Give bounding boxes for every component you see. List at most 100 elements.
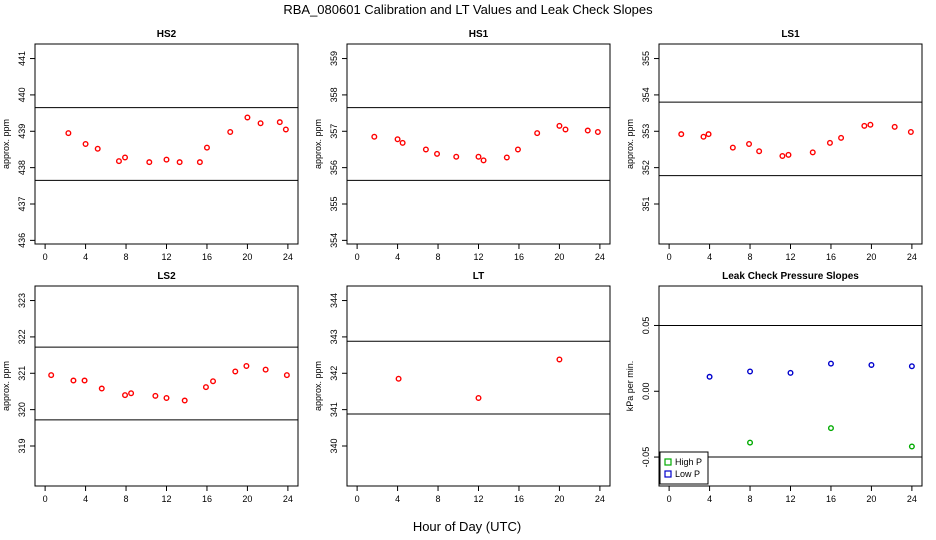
data-point-ls2 <box>202 384 209 391</box>
data-point-ls1 <box>678 131 685 138</box>
data-point-ls1 <box>826 139 833 146</box>
data-point-ls1 <box>756 148 763 155</box>
data-point-ls2 <box>128 390 135 397</box>
panel-ls1: LS1 approx. ppm 0 4 8 12 16 20 24 351 352 353 354 355 <box>625 29 923 262</box>
panel-title-hs2: HS2 <box>157 29 177 40</box>
y-tick-label-lt: 340 <box>329 438 339 453</box>
data-point-ls1 <box>785 151 792 158</box>
x-tick-label-leak: 8 <box>748 494 753 504</box>
data-point-low-p <box>827 360 834 367</box>
x-tick-label-hs2: 20 <box>242 252 252 262</box>
plot-frame-ls1 <box>658 43 923 245</box>
y-tick-label-hs1: 357 <box>329 124 339 139</box>
data-point-low-p <box>868 361 875 368</box>
y-tick-label-lt: 344 <box>329 293 339 308</box>
panel-hs1: HS1 approx. ppm 0 4 8 12 16 20 24 354 355 356 357 358… <box>313 29 611 262</box>
x-tick-label-hs1: 16 <box>514 252 524 262</box>
x-tick-label-ls1: 12 <box>785 252 795 262</box>
x-tick-label-hs1: 4 <box>395 252 400 262</box>
data-point-hs2 <box>65 130 72 137</box>
legend-swatch-high-p <box>664 458 672 466</box>
data-point-ls1 <box>700 133 707 140</box>
x-tick-label-hs2: 12 <box>161 252 171 262</box>
data-point-hs1 <box>594 128 601 135</box>
data-point-hs1 <box>514 146 521 153</box>
x-tick-label-lt: 24 <box>595 494 605 504</box>
y-tick-label-lt: 341 <box>329 402 339 417</box>
data-point-ls1 <box>746 140 753 147</box>
y-tick-label-ls1: 355 <box>641 51 651 66</box>
plot-frame-ls2 <box>34 285 299 487</box>
x-tick-label-ls2: 8 <box>124 494 129 504</box>
data-point-hs1 <box>503 154 510 161</box>
data-point-hs1 <box>422 146 429 153</box>
data-point-hs1 <box>394 136 401 143</box>
x-tick-label-ls1: 8 <box>748 252 753 262</box>
x-tick-label-leak: 12 <box>785 494 795 504</box>
x-tick-label-hs1: 12 <box>473 252 483 262</box>
panel-leak: Leak Check Pressure Slopes kPa per min. 0 4… <box>625 271 923 504</box>
panel-title-hs1: HS1 <box>469 29 489 40</box>
data-point-hs1 <box>399 139 406 146</box>
data-point-hs1 <box>371 133 378 140</box>
x-tick-label-ls2: 20 <box>242 494 252 504</box>
data-point-hs2 <box>115 158 122 165</box>
panel-ls2: LS2 approx. ppm 0 4 8 12 16 20 24 319 320 321 322 323 <box>1 271 299 504</box>
data-point-hs1 <box>534 130 541 137</box>
data-point-hs2 <box>146 159 153 166</box>
x-tick-label-ls2: 4 <box>83 494 88 504</box>
x-tick-label-lt: 0 <box>355 494 360 504</box>
data-point-ls2 <box>283 372 290 379</box>
y-tick-label-lt: 342 <box>329 366 339 381</box>
data-point-hs1 <box>475 153 482 160</box>
x-tick-label-ls1: 16 <box>826 252 836 262</box>
panel-hs2: HS2 approx. ppm 0 4 8 12 16 20 24 436 437 438 439 440… <box>1 29 299 262</box>
data-point-high-p <box>747 439 754 446</box>
legend-box <box>659 451 709 485</box>
data-point-hs2 <box>257 120 264 127</box>
y-tick-label-hs1: 355 <box>329 196 339 211</box>
data-point-ls1 <box>861 122 868 129</box>
x-tick-label-leak: 0 <box>667 494 672 504</box>
legend-leak: High P Low P <box>659 451 709 485</box>
panel-lt: LT approx. ppm 0 4 8 12 16 20 24 340 341 342 343 344 <box>313 271 611 504</box>
data-point-lt <box>395 375 402 382</box>
data-point-hs2 <box>122 154 129 161</box>
data-point-high-p <box>908 443 915 450</box>
data-point-ls1 <box>705 131 712 138</box>
x-tick-label-hs1: 8 <box>436 252 441 262</box>
panel-title-lt: LT <box>473 271 484 282</box>
data-point-lt <box>556 356 563 363</box>
data-point-hs1 <box>562 126 569 133</box>
data-point-hs2 <box>227 128 234 135</box>
data-point-hs2 <box>176 159 183 166</box>
y-tick-label-hs2: 441 <box>17 51 27 66</box>
x-tick-label-ls1: 0 <box>667 252 672 262</box>
x-tick-label-ls1: 24 <box>907 252 917 262</box>
x-tick-label-lt: 12 <box>473 494 483 504</box>
data-point-hs1 <box>453 153 460 160</box>
data-point-lt <box>475 395 482 402</box>
y-tick-label-leak: 0.00 <box>641 382 651 400</box>
data-point-ls2 <box>98 385 105 392</box>
data-point-ls2 <box>70 377 77 384</box>
panel-title-ls1: LS1 <box>781 29 800 40</box>
x-tick-label-hs1: 0 <box>355 252 360 262</box>
data-point-ls1 <box>809 149 816 156</box>
x-tick-label-leak: 4 <box>707 494 712 504</box>
y-tick-label-ls2: 321 <box>17 366 27 381</box>
data-point-low-p <box>787 369 794 376</box>
data-point-hs2 <box>276 119 283 126</box>
x-tick-label-hs2: 16 <box>202 252 212 262</box>
x-tick-label-hs2: 4 <box>83 252 88 262</box>
x-tick-label-ls1: 4 <box>707 252 712 262</box>
data-point-ls1 <box>838 134 845 141</box>
x-tick-label-lt: 4 <box>395 494 400 504</box>
y-tick-label-hs1: 356 <box>329 160 339 175</box>
data-point-ls2 <box>81 377 88 384</box>
data-point-ls2 <box>152 392 159 399</box>
data-point-ls2 <box>122 392 129 399</box>
x-tick-label-leak: 20 <box>866 494 876 504</box>
y-tick-label-leak: 0.05 <box>641 317 651 335</box>
x-tick-label-ls2: 16 <box>202 494 212 504</box>
